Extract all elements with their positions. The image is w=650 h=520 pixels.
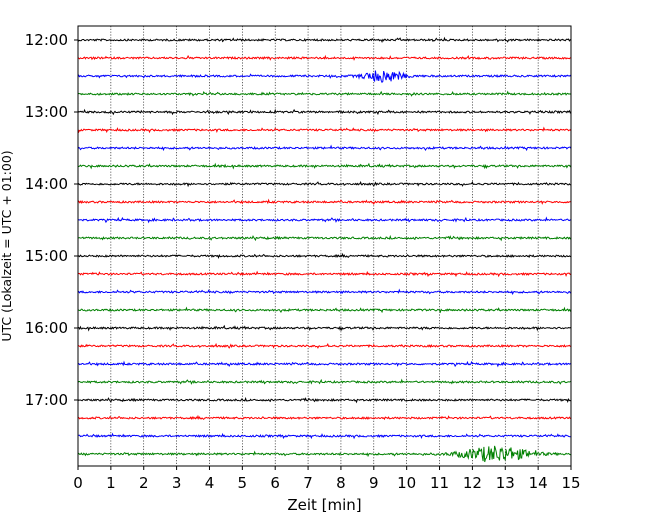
seismic-trace bbox=[77, 90, 572, 97]
x-tick-label: 7 bbox=[303, 474, 313, 492]
seismic-trace bbox=[77, 234, 572, 242]
seismic-trace bbox=[77, 445, 572, 463]
x-tick-labels: 0 1 2 3 4 5 6 7 8 9 10 11 12 13 14 15 bbox=[73, 474, 580, 492]
seismic-trace bbox=[77, 360, 572, 368]
seismic-trace bbox=[77, 70, 572, 84]
seismic-trace bbox=[77, 414, 572, 421]
x-tick-label: 14 bbox=[529, 474, 548, 492]
x-tick-label: 12 bbox=[463, 474, 482, 492]
seismic-trace bbox=[77, 126, 572, 134]
y-tick-label: 13:00 bbox=[25, 103, 68, 121]
seismic-trace bbox=[77, 180, 572, 188]
seismic-trace bbox=[77, 216, 572, 224]
x-tick-label: 13 bbox=[496, 474, 515, 492]
axis-ticks bbox=[74, 39, 572, 470]
y-tick-labels: 12:00 13:00 14:00 15:00 16:00 17:00 bbox=[25, 31, 68, 409]
seismic-trace bbox=[77, 342, 572, 349]
seismic-traces bbox=[77, 36, 572, 463]
x-axis-label: Zeit [min] bbox=[287, 496, 361, 514]
seismic-trace bbox=[77, 378, 572, 385]
y-tick-label: 12:00 bbox=[25, 31, 68, 49]
seismic-trace bbox=[77, 198, 572, 206]
seismic-trace bbox=[77, 252, 572, 259]
seismic-trace bbox=[77, 54, 572, 61]
seismic-trace bbox=[77, 288, 572, 296]
seismic-trace bbox=[77, 36, 572, 44]
seismic-trace bbox=[77, 306, 572, 314]
x-tick-label: 15 bbox=[561, 474, 580, 492]
x-tick-label: 11 bbox=[430, 474, 449, 492]
x-tick-label: 10 bbox=[397, 474, 416, 492]
x-tick-label: 1 bbox=[106, 474, 116, 492]
x-tick-label: 2 bbox=[139, 474, 149, 492]
seismic-trace bbox=[77, 396, 572, 404]
seismic-trace bbox=[77, 162, 572, 170]
y-tick-label: 17:00 bbox=[25, 391, 68, 409]
seismic-trace bbox=[77, 324, 572, 332]
x-tick-label: 5 bbox=[238, 474, 248, 492]
seismic-trace bbox=[77, 270, 572, 278]
y-tick-label: 14:00 bbox=[25, 175, 68, 193]
plot-frame bbox=[77, 25, 572, 467]
x-tick-label: 8 bbox=[336, 474, 346, 492]
grid-lines bbox=[110, 26, 539, 466]
y-tick-label: 16:00 bbox=[25, 319, 68, 337]
seismic-trace bbox=[77, 144, 572, 152]
x-tick-label: 4 bbox=[205, 474, 215, 492]
seismic-trace bbox=[77, 108, 572, 116]
x-tick-label: 3 bbox=[172, 474, 182, 492]
y-tick-label: 15:00 bbox=[25, 247, 68, 265]
x-tick-label: 6 bbox=[270, 474, 280, 492]
x-tick-label: 9 bbox=[369, 474, 379, 492]
y-axis-label: UTC (Lokalzeit = UTC + 01:00) bbox=[0, 150, 14, 341]
x-tick-label: 0 bbox=[73, 474, 83, 492]
seismic-trace bbox=[77, 432, 572, 440]
